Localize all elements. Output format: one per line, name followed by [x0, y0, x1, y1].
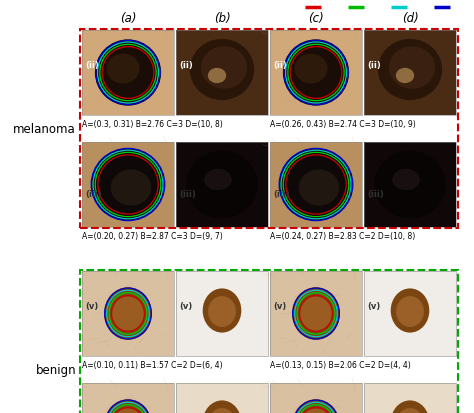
Ellipse shape — [391, 289, 429, 333]
Ellipse shape — [396, 408, 424, 413]
Ellipse shape — [299, 170, 339, 206]
Bar — [364, 383, 456, 413]
Ellipse shape — [389, 47, 435, 90]
Text: A=(0.20, 0.27) B=2.87 C=3 D=(9, 7): A=(0.20, 0.27) B=2.87 C=3 D=(9, 7) — [82, 232, 223, 241]
Bar — [176, 142, 268, 228]
Bar — [80, 30, 458, 228]
Bar — [364, 271, 456, 356]
Text: benign: benign — [36, 363, 76, 376]
Ellipse shape — [392, 169, 420, 191]
Text: (a): (a) — [120, 12, 136, 25]
Bar — [176, 31, 268, 116]
Bar — [82, 142, 174, 228]
Text: (ii): (ii) — [273, 61, 287, 70]
Bar — [270, 271, 362, 356]
Ellipse shape — [279, 149, 353, 221]
Bar — [270, 142, 362, 228]
Text: (iii): (iii) — [367, 190, 384, 199]
Text: (ii): (ii) — [179, 61, 193, 70]
Text: (b): (b) — [214, 12, 230, 25]
Ellipse shape — [374, 151, 446, 219]
Ellipse shape — [91, 149, 165, 221]
Ellipse shape — [292, 399, 340, 413]
Ellipse shape — [396, 296, 424, 327]
Ellipse shape — [208, 408, 236, 413]
Text: melanoma: melanoma — [13, 123, 76, 136]
Ellipse shape — [111, 170, 151, 206]
Text: A=(0.10, 0.11) B=1.57 C=2 D=(6, 4): A=(0.10, 0.11) B=1.57 C=2 D=(6, 4) — [82, 361, 223, 370]
Bar — [82, 142, 174, 228]
Bar — [176, 142, 268, 228]
Bar — [364, 31, 456, 116]
Ellipse shape — [391, 401, 429, 413]
Bar — [82, 31, 174, 116]
Ellipse shape — [104, 287, 152, 340]
Text: A=(0.24, 0.27) B=2.83 C=2 D=(10, 8): A=(0.24, 0.27) B=2.83 C=2 D=(10, 8) — [270, 232, 415, 241]
Ellipse shape — [186, 151, 258, 219]
Bar — [176, 383, 268, 413]
Text: (ii): (ii) — [367, 61, 381, 70]
Text: (v): (v) — [179, 301, 192, 310]
Text: (d): (d) — [401, 12, 419, 25]
Bar — [270, 31, 362, 116]
Ellipse shape — [204, 169, 232, 191]
Bar — [82, 271, 174, 356]
Ellipse shape — [95, 40, 161, 107]
Bar — [82, 31, 174, 116]
Bar — [270, 271, 362, 356]
Ellipse shape — [208, 69, 226, 84]
Bar — [270, 31, 362, 116]
Bar — [364, 271, 456, 356]
Ellipse shape — [203, 289, 241, 333]
Ellipse shape — [190, 40, 254, 101]
Bar — [270, 383, 362, 413]
Ellipse shape — [112, 408, 144, 413]
Ellipse shape — [378, 40, 442, 101]
Ellipse shape — [283, 40, 349, 107]
Bar — [270, 142, 362, 228]
Text: (v): (v) — [273, 301, 286, 310]
Bar — [82, 383, 174, 413]
Bar — [176, 271, 268, 356]
Bar — [80, 271, 458, 413]
Ellipse shape — [294, 55, 328, 84]
Ellipse shape — [201, 47, 247, 90]
Text: (c): (c) — [308, 12, 324, 25]
Text: (iii): (iii) — [179, 190, 196, 199]
Text: A=(0.13, 0.15) B=2.06 C=2 D=(4, 4): A=(0.13, 0.15) B=2.06 C=2 D=(4, 4) — [270, 361, 411, 370]
Ellipse shape — [112, 297, 144, 331]
Ellipse shape — [300, 408, 332, 413]
Bar — [270, 383, 362, 413]
Ellipse shape — [203, 401, 241, 413]
Text: (ii): (ii) — [85, 61, 99, 70]
Bar — [364, 142, 456, 228]
Bar — [82, 271, 174, 356]
Text: (iii): (iii) — [85, 190, 102, 199]
Ellipse shape — [292, 287, 340, 340]
Bar — [364, 31, 456, 116]
Text: A=(0.26, 0.43) B=2.74 C=3 D=(10, 9): A=(0.26, 0.43) B=2.74 C=3 D=(10, 9) — [270, 120, 416, 129]
Bar — [176, 31, 268, 116]
Text: (v): (v) — [367, 301, 380, 310]
Bar — [176, 271, 268, 356]
Ellipse shape — [208, 296, 236, 327]
Ellipse shape — [300, 297, 332, 331]
Bar — [364, 383, 456, 413]
Bar — [364, 142, 456, 228]
Bar — [82, 383, 174, 413]
Bar — [176, 383, 268, 413]
Ellipse shape — [107, 55, 139, 84]
Text: (v): (v) — [85, 301, 98, 310]
Text: A=(0.3, 0.31) B=2.76 C=3 D=(10, 8): A=(0.3, 0.31) B=2.76 C=3 D=(10, 8) — [82, 120, 223, 129]
Ellipse shape — [104, 399, 152, 413]
Text: (iii): (iii) — [273, 190, 290, 199]
Ellipse shape — [396, 69, 414, 84]
